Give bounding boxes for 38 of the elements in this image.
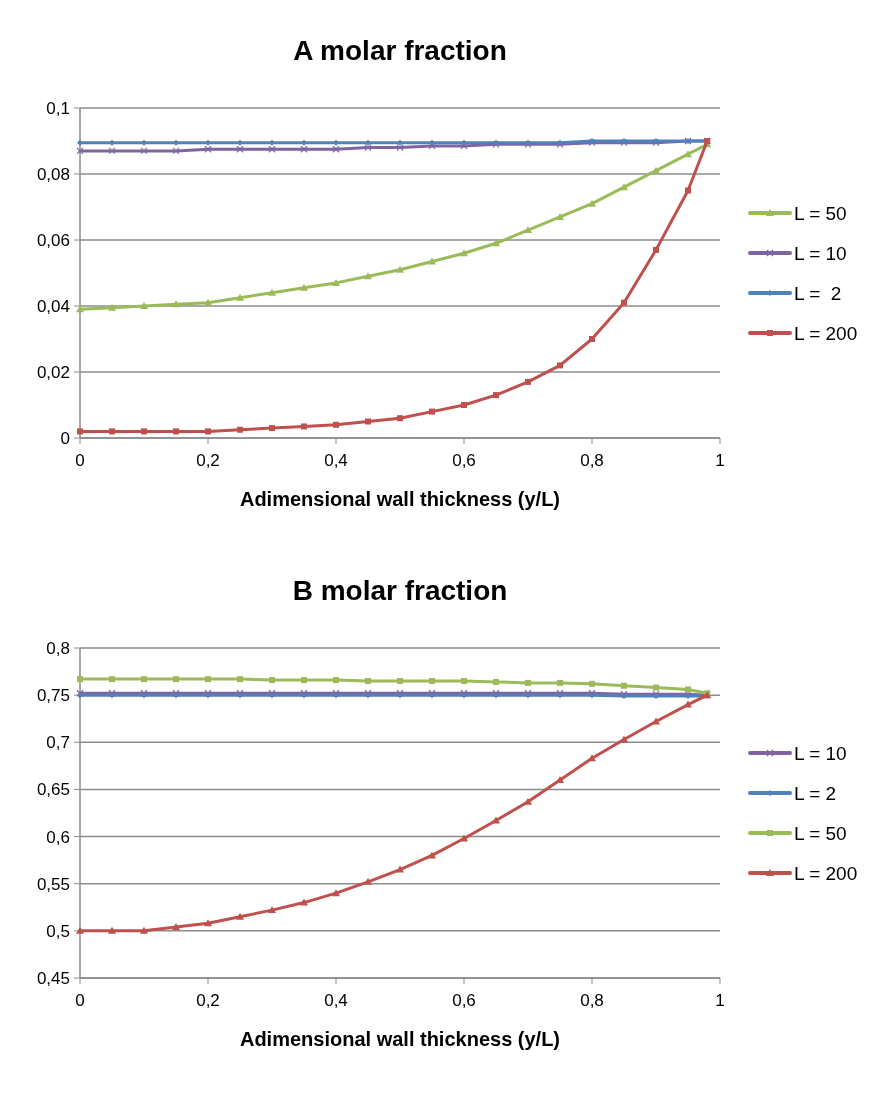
y-tick-label: 0,6 [46,827,70,847]
y-tick-label: 0,5 [46,921,70,941]
legend-label: L = 200 [794,322,858,344]
y-tick-label: 0,04 [36,296,70,316]
legend-label: L = 2 [794,282,842,304]
y-tick-label: 0,1 [46,98,70,118]
x-axis-title: Adimensional wall thickness (y/L) [239,488,561,510]
legend-label: L = 10 [794,742,847,764]
x-tick-label: 1 [715,991,725,1010]
x-axis-title: Adimensional wall thickness (y/L) [239,1028,561,1050]
chart-title: A molar fraction [293,35,507,66]
x-tick-label: 1 [715,451,725,470]
y-tick-label: 0 [60,428,70,448]
x-tick-label: 0,2 [196,991,220,1010]
legend-label: L = 50 [794,822,847,844]
legend-label: L = 2 [794,782,837,804]
x-tick-label: 0,2 [196,451,220,470]
y-tick-label: 0,06 [36,230,70,250]
legend-label: L = 10 [794,242,847,264]
x-tick-label: 0,4 [324,991,348,1010]
y-tick-label: 0,08 [36,164,70,184]
x-tick-label: 0 [75,991,85,1010]
y-tick-label: 0,55 [36,874,70,894]
y-tick-label: 0,8 [46,638,70,658]
x-tick-label: 0,8 [580,991,604,1010]
y-tick-label: 0,45 [36,968,70,988]
legend-label: L = 50 [794,202,847,224]
legend-label: L = 200 [794,862,858,884]
y-tick-label: 0,75 [36,686,70,706]
x-tick-label: 0 [75,451,85,470]
chart-title: B molar fraction [292,575,508,606]
y-tick-label: 0,65 [36,780,70,800]
x-tick-label: 0,4 [324,451,348,470]
y-tick-label: 0,02 [36,362,70,382]
x-tick-label: 0,6 [452,451,476,470]
x-tick-label: 0,6 [452,991,476,1010]
x-tick-label: 0,8 [580,451,604,470]
y-tick-label: 0,7 [46,733,70,753]
